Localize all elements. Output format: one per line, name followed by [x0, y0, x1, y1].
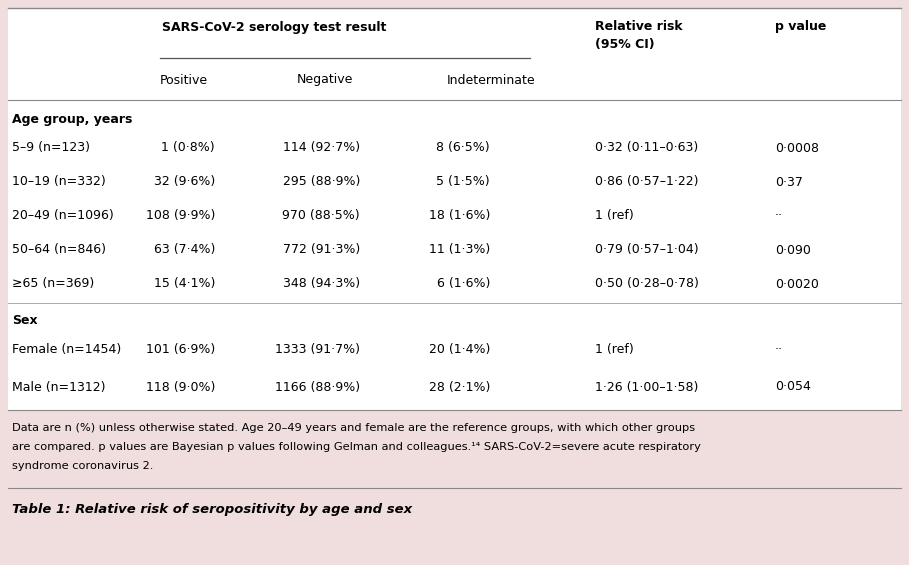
Text: 0·37: 0·37 — [775, 176, 803, 189]
Text: 10–19 (n=332): 10–19 (n=332) — [12, 176, 105, 189]
Text: ··: ·· — [775, 344, 783, 357]
Text: 1 (ref): 1 (ref) — [595, 344, 634, 357]
Text: 0·090: 0·090 — [775, 244, 811, 257]
Text: 8 (6·5%): 8 (6·5%) — [436, 141, 490, 154]
Text: 15 (4·1%): 15 (4·1%) — [154, 277, 215, 290]
Text: 0·0008: 0·0008 — [775, 141, 819, 154]
Text: p value: p value — [775, 20, 826, 33]
Bar — [8, 8, 901, 410]
Text: 28 (2·1%): 28 (2·1%) — [429, 380, 490, 393]
Text: Age group, years: Age group, years — [12, 114, 133, 127]
Text: Male (n=1312): Male (n=1312) — [12, 380, 105, 393]
Text: 20–49 (n=1096): 20–49 (n=1096) — [12, 210, 114, 223]
Text: Relative risk: Relative risk — [595, 20, 683, 33]
Text: 50–64 (n=846): 50–64 (n=846) — [12, 244, 106, 257]
Text: 0·86 (0·57–1·22): 0·86 (0·57–1·22) — [595, 176, 698, 189]
Text: Negative: Negative — [297, 73, 354, 86]
Text: 295 (88·9%): 295 (88·9%) — [283, 176, 360, 189]
Text: Positive: Positive — [160, 73, 208, 86]
Text: 11 (1·3%): 11 (1·3%) — [429, 244, 490, 257]
Text: 5 (1·5%): 5 (1·5%) — [436, 176, 490, 189]
Text: ≥65 (n=369): ≥65 (n=369) — [12, 277, 95, 290]
Text: Data are n (%) unless otherwise stated. Age 20–49 years and female are the refer: Data are n (%) unless otherwise stated. … — [12, 423, 695, 433]
Text: syndrome coronavirus 2.: syndrome coronavirus 2. — [12, 461, 154, 471]
Text: 0·0020: 0·0020 — [775, 277, 819, 290]
Text: 63 (7·4%): 63 (7·4%) — [154, 244, 215, 257]
Text: 1333 (91·7%): 1333 (91·7%) — [275, 344, 360, 357]
Text: 1 (0·8%): 1 (0·8%) — [162, 141, 215, 154]
Text: 0·054: 0·054 — [775, 380, 811, 393]
Text: 0·79 (0·57–1·04): 0·79 (0·57–1·04) — [595, 244, 699, 257]
Text: Table 1: Relative risk of seropositivity by age and sex: Table 1: Relative risk of seropositivity… — [12, 503, 412, 516]
Text: Female (n=1454): Female (n=1454) — [12, 344, 121, 357]
Text: 32 (9·6%): 32 (9·6%) — [154, 176, 215, 189]
Text: Indeterminate: Indeterminate — [447, 73, 535, 86]
Text: are compared. p values are Bayesian p values following Gelman and colleagues.¹⁴ : are compared. p values are Bayesian p va… — [12, 442, 701, 452]
Text: 114 (92·7%): 114 (92·7%) — [283, 141, 360, 154]
Text: 772 (91·3%): 772 (91·3%) — [283, 244, 360, 257]
Text: 18 (1·6%): 18 (1·6%) — [429, 210, 490, 223]
Text: 5–9 (n=123): 5–9 (n=123) — [12, 141, 90, 154]
Text: 118 (9·0%): 118 (9·0%) — [145, 380, 215, 393]
Text: ··: ·· — [775, 210, 783, 223]
Text: (95% CI): (95% CI) — [595, 38, 654, 51]
Text: 0·32 (0·11–0·63): 0·32 (0·11–0·63) — [595, 141, 698, 154]
Text: 1166 (88·9%): 1166 (88·9%) — [275, 380, 360, 393]
Text: 1 (ref): 1 (ref) — [595, 210, 634, 223]
Text: Sex: Sex — [12, 314, 37, 327]
Text: 0·50 (0·28–0·78): 0·50 (0·28–0·78) — [595, 277, 699, 290]
Text: 1·26 (1·00–1·58): 1·26 (1·00–1·58) — [595, 380, 698, 393]
Text: SARS-CoV-2 serology test result: SARS-CoV-2 serology test result — [162, 21, 386, 34]
Text: 970 (88·5%): 970 (88·5%) — [283, 210, 360, 223]
Text: 108 (9·9%): 108 (9·9%) — [145, 210, 215, 223]
Text: 6 (1·6%): 6 (1·6%) — [436, 277, 490, 290]
Text: 20 (1·4%): 20 (1·4%) — [429, 344, 490, 357]
Text: 101 (6·9%): 101 (6·9%) — [145, 344, 215, 357]
Text: 348 (94·3%): 348 (94·3%) — [283, 277, 360, 290]
